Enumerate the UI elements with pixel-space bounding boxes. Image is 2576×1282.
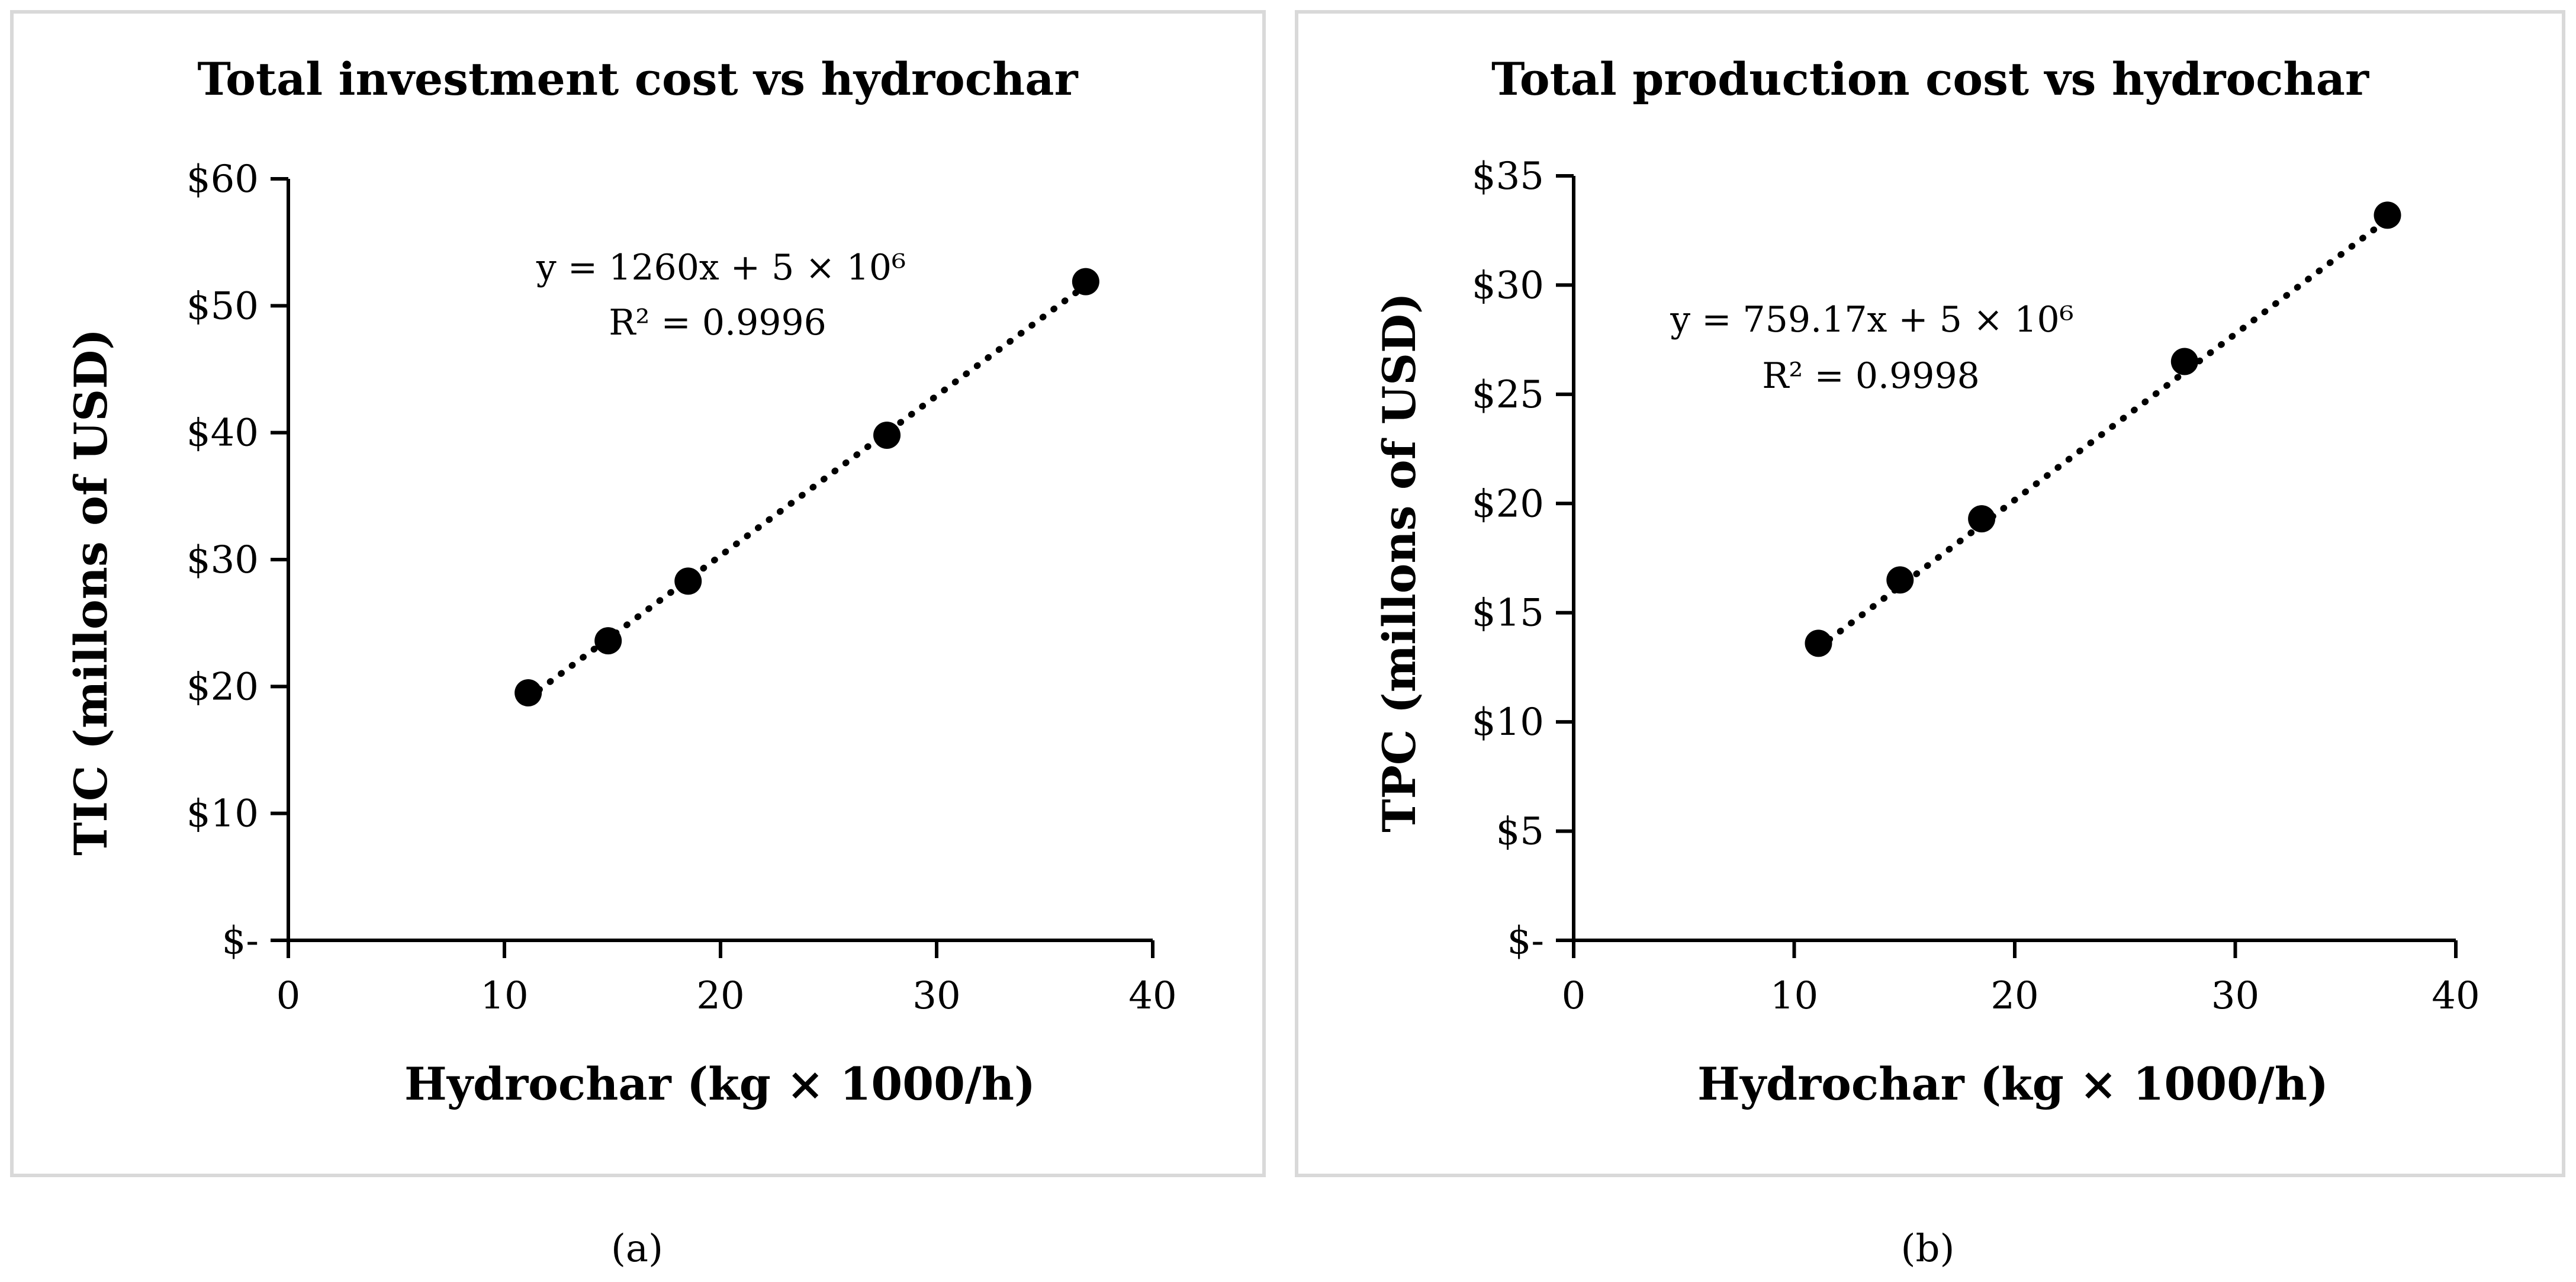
y-tick-label: $- <box>222 919 259 963</box>
data-point <box>1805 629 1832 657</box>
panel-b-ticks: $- $5 $10 $15 $20 $25 $30 $35 0 10 20 30 40 <box>1472 155 2480 1018</box>
panel-a: Total investment cost vs hydrochar TIC (… <box>10 10 1266 1177</box>
panel-b-r2: R² = 0.9998 <box>1762 355 1980 397</box>
panel-b-border <box>1295 10 2565 1177</box>
x-tick-label: 30 <box>2211 974 2259 1018</box>
y-tick-label: $30 <box>1472 264 1544 307</box>
data-point <box>674 567 702 595</box>
panel-a-border <box>10 10 1266 1177</box>
y-tick-label: $5 <box>1496 810 1544 854</box>
y-tick-label: $20 <box>1472 482 1544 526</box>
panel-b: Total production cost vs hydrochar TPC (… <box>1295 10 2565 1177</box>
data-point <box>514 679 542 707</box>
y-tick-label: $15 <box>1472 592 1544 635</box>
x-tick-label: 0 <box>1562 974 1586 1018</box>
y-tick-label: $30 <box>186 538 259 582</box>
panel-b-xlabel: Hydrochar (kg × 1000/h) <box>1697 1058 2329 1110</box>
panel-a-xlabel: Hydrochar (kg × 1000/h) <box>404 1058 1035 1110</box>
y-tick-label: $35 <box>1472 155 1544 198</box>
trendline <box>1815 216 2391 651</box>
panel-b-trendline <box>1815 216 2391 651</box>
panel-a-points <box>514 268 1099 707</box>
caption-a: (a) <box>611 1227 663 1271</box>
y-tick-label: $50 <box>186 284 259 328</box>
data-point <box>873 421 901 449</box>
x-tick-label: 0 <box>276 974 301 1018</box>
panel-b-ylabel: TPC (millons of USD) <box>1373 293 1426 833</box>
panel-a-equation: y = 1260x + 5 × 10⁶ <box>536 247 906 288</box>
panel-a-ticks: $- $10 $20 $30 $40 $50 $60 0 10 20 30 40 <box>186 158 1177 1018</box>
panel-a-r2: R² = 0.9996 <box>609 302 826 343</box>
y-tick-label: $10 <box>186 792 259 836</box>
panel-b-title: Total production cost vs hydrochar <box>1491 53 2369 105</box>
x-tick-label: 20 <box>1990 974 2038 1018</box>
y-tick-label: $40 <box>186 412 259 455</box>
x-tick-label: 20 <box>696 974 744 1018</box>
data-point <box>1886 566 1914 594</box>
y-tick-label: $25 <box>1472 373 1544 417</box>
data-point <box>1072 268 1099 295</box>
x-tick-label: 30 <box>912 974 960 1018</box>
data-point <box>594 627 622 655</box>
y-tick-label: $60 <box>186 158 259 201</box>
panel-b-equation: y = 759.17x + 5 × 10⁶ <box>1670 299 2074 340</box>
data-point <box>2170 348 2198 375</box>
panel-a-ylabel: TIC (millons of USD) <box>65 329 117 856</box>
panel-b-points <box>1805 201 2401 657</box>
y-tick-label: $10 <box>1472 701 1544 744</box>
x-tick-label: 40 <box>1128 974 1176 1018</box>
panel-a-title: Total investment cost vs hydrochar <box>197 53 1078 105</box>
x-tick-label: 40 <box>2432 974 2479 1018</box>
x-tick-label: 10 <box>1770 974 1818 1018</box>
data-point <box>2374 201 2401 229</box>
y-tick-label: $20 <box>186 665 259 709</box>
y-tick-label: $- <box>1507 919 1544 963</box>
x-tick-label: 10 <box>480 974 528 1018</box>
data-point <box>1968 505 1996 533</box>
caption-b: (b) <box>1901 1227 1955 1271</box>
